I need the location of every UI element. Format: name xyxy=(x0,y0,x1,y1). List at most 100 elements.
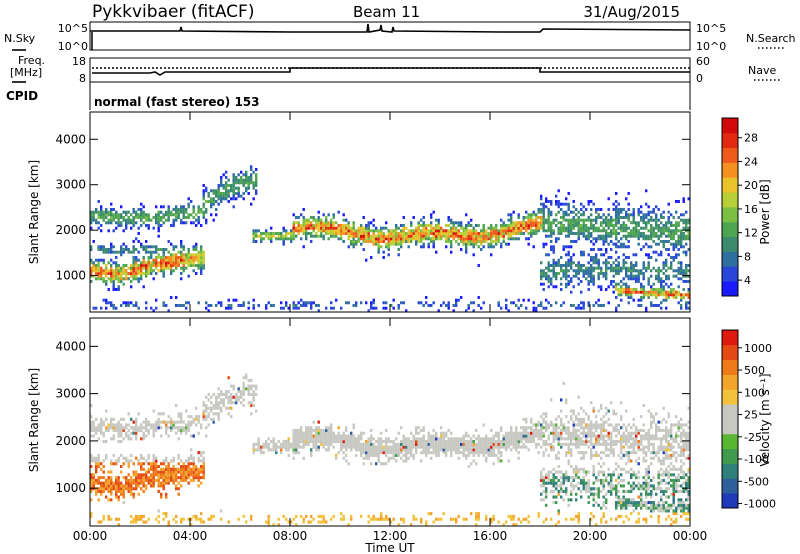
scatter-cell xyxy=(540,210,543,214)
scatter-cell xyxy=(307,431,310,435)
scatter-cell xyxy=(245,189,248,193)
scatter-cell xyxy=(432,226,435,230)
scatter-cell xyxy=(582,470,585,474)
scatter-cell xyxy=(150,423,153,427)
scatter-cell xyxy=(600,465,603,469)
scatter-cell xyxy=(597,237,600,241)
scatter-cell xyxy=(330,234,333,238)
scatter-cell xyxy=(390,237,393,241)
scatter-cell xyxy=(347,245,350,249)
scatter-cell xyxy=(545,234,548,238)
scatter-cell xyxy=(627,240,630,243)
scatter-cell xyxy=(437,221,440,225)
scatter-cell xyxy=(545,197,548,201)
scatter-cell xyxy=(370,434,373,438)
scatter-cell xyxy=(375,306,378,310)
scatter-cell xyxy=(532,232,535,235)
scatter-cell xyxy=(200,512,203,516)
scatter-cell xyxy=(542,431,545,435)
scatter-cell xyxy=(530,437,533,441)
scatter-cell xyxy=(585,481,588,485)
scatter-cell xyxy=(110,274,113,278)
scatter-cell xyxy=(422,232,425,235)
scatter-cell xyxy=(552,440,555,444)
scatter-cell xyxy=(667,226,670,230)
scatter-cell xyxy=(435,434,438,438)
scatter-cell xyxy=(602,420,605,424)
scatter-cell xyxy=(177,487,180,491)
scatter-cell xyxy=(510,442,513,446)
scatter-cell xyxy=(102,245,105,249)
scatter-cell xyxy=(390,520,393,524)
scatter-cell xyxy=(122,218,125,222)
scatter-cell xyxy=(320,226,323,230)
scatter-cell xyxy=(145,520,148,524)
scatter-cell xyxy=(480,451,483,455)
scatter-cell xyxy=(465,431,468,435)
scatter-cell xyxy=(400,240,403,243)
scatter-cell xyxy=(267,301,270,305)
scatter-cell xyxy=(632,266,635,270)
scatter-cell xyxy=(475,451,478,455)
scatter-cell xyxy=(317,304,320,307)
scatter-cell xyxy=(442,431,445,435)
scatter-cell xyxy=(570,417,573,421)
scatter-cell xyxy=(325,448,328,452)
scatter-cell xyxy=(380,234,383,238)
scatter-cell xyxy=(157,216,160,219)
scatter-cell xyxy=(492,229,495,233)
scatter-cell xyxy=(377,456,380,460)
scatter-cell xyxy=(152,226,155,230)
scatter-cell xyxy=(187,202,190,206)
scatter-cell xyxy=(292,445,295,449)
scatter-cell xyxy=(335,229,338,233)
scatter-cell xyxy=(472,309,475,313)
scatter-cell xyxy=(567,250,570,254)
scatter-cell xyxy=(627,232,630,235)
scatter-cell xyxy=(202,412,205,416)
scatter-cell xyxy=(280,306,283,310)
scatter-cell xyxy=(542,481,545,485)
scatter-cell xyxy=(225,392,228,396)
scatter-cell xyxy=(112,261,115,265)
scatter-cell xyxy=(562,202,565,206)
scatter-cell xyxy=(192,478,195,482)
scatter-cell xyxy=(642,218,645,222)
scatter-cell xyxy=(140,467,143,471)
scatter-cell xyxy=(445,224,448,227)
scatter-cell xyxy=(482,448,485,452)
scatter-cell xyxy=(110,218,113,222)
scatter-cell xyxy=(402,459,405,463)
scatter-cell xyxy=(435,445,438,449)
scatter-cell xyxy=(330,229,333,233)
scatter-cell xyxy=(552,274,555,278)
scatter-cell xyxy=(425,224,428,227)
scatter-cell xyxy=(405,309,408,313)
scatter-cell xyxy=(362,240,365,243)
scatter-cell xyxy=(100,423,103,427)
scatter-cell xyxy=(570,489,573,493)
scatter-cell xyxy=(165,467,168,471)
scatter-cell xyxy=(532,423,535,427)
scatter-cell xyxy=(215,404,218,408)
scatter-cell xyxy=(145,476,148,480)
scatter-cell xyxy=(637,280,640,283)
scatter-cell xyxy=(265,445,268,449)
scatter-cell xyxy=(512,440,515,444)
scatter-cell xyxy=(552,264,555,267)
scatter-cell xyxy=(512,232,515,235)
scatter-cell xyxy=(177,456,180,460)
scatter-cell xyxy=(205,208,208,211)
scatter-cell xyxy=(112,428,115,432)
scatter-cell xyxy=(260,451,263,455)
scatter-cell xyxy=(682,296,685,299)
scatter-cell xyxy=(672,290,675,294)
scatter-cell xyxy=(395,224,398,227)
scatter-cell xyxy=(500,234,503,238)
scatter-cell xyxy=(300,304,303,307)
scatter-cell xyxy=(200,465,203,469)
scatter-cell xyxy=(250,181,253,185)
scatter-cell xyxy=(587,261,590,265)
scatter-cell xyxy=(185,216,188,219)
scatter-cell xyxy=(165,431,168,435)
